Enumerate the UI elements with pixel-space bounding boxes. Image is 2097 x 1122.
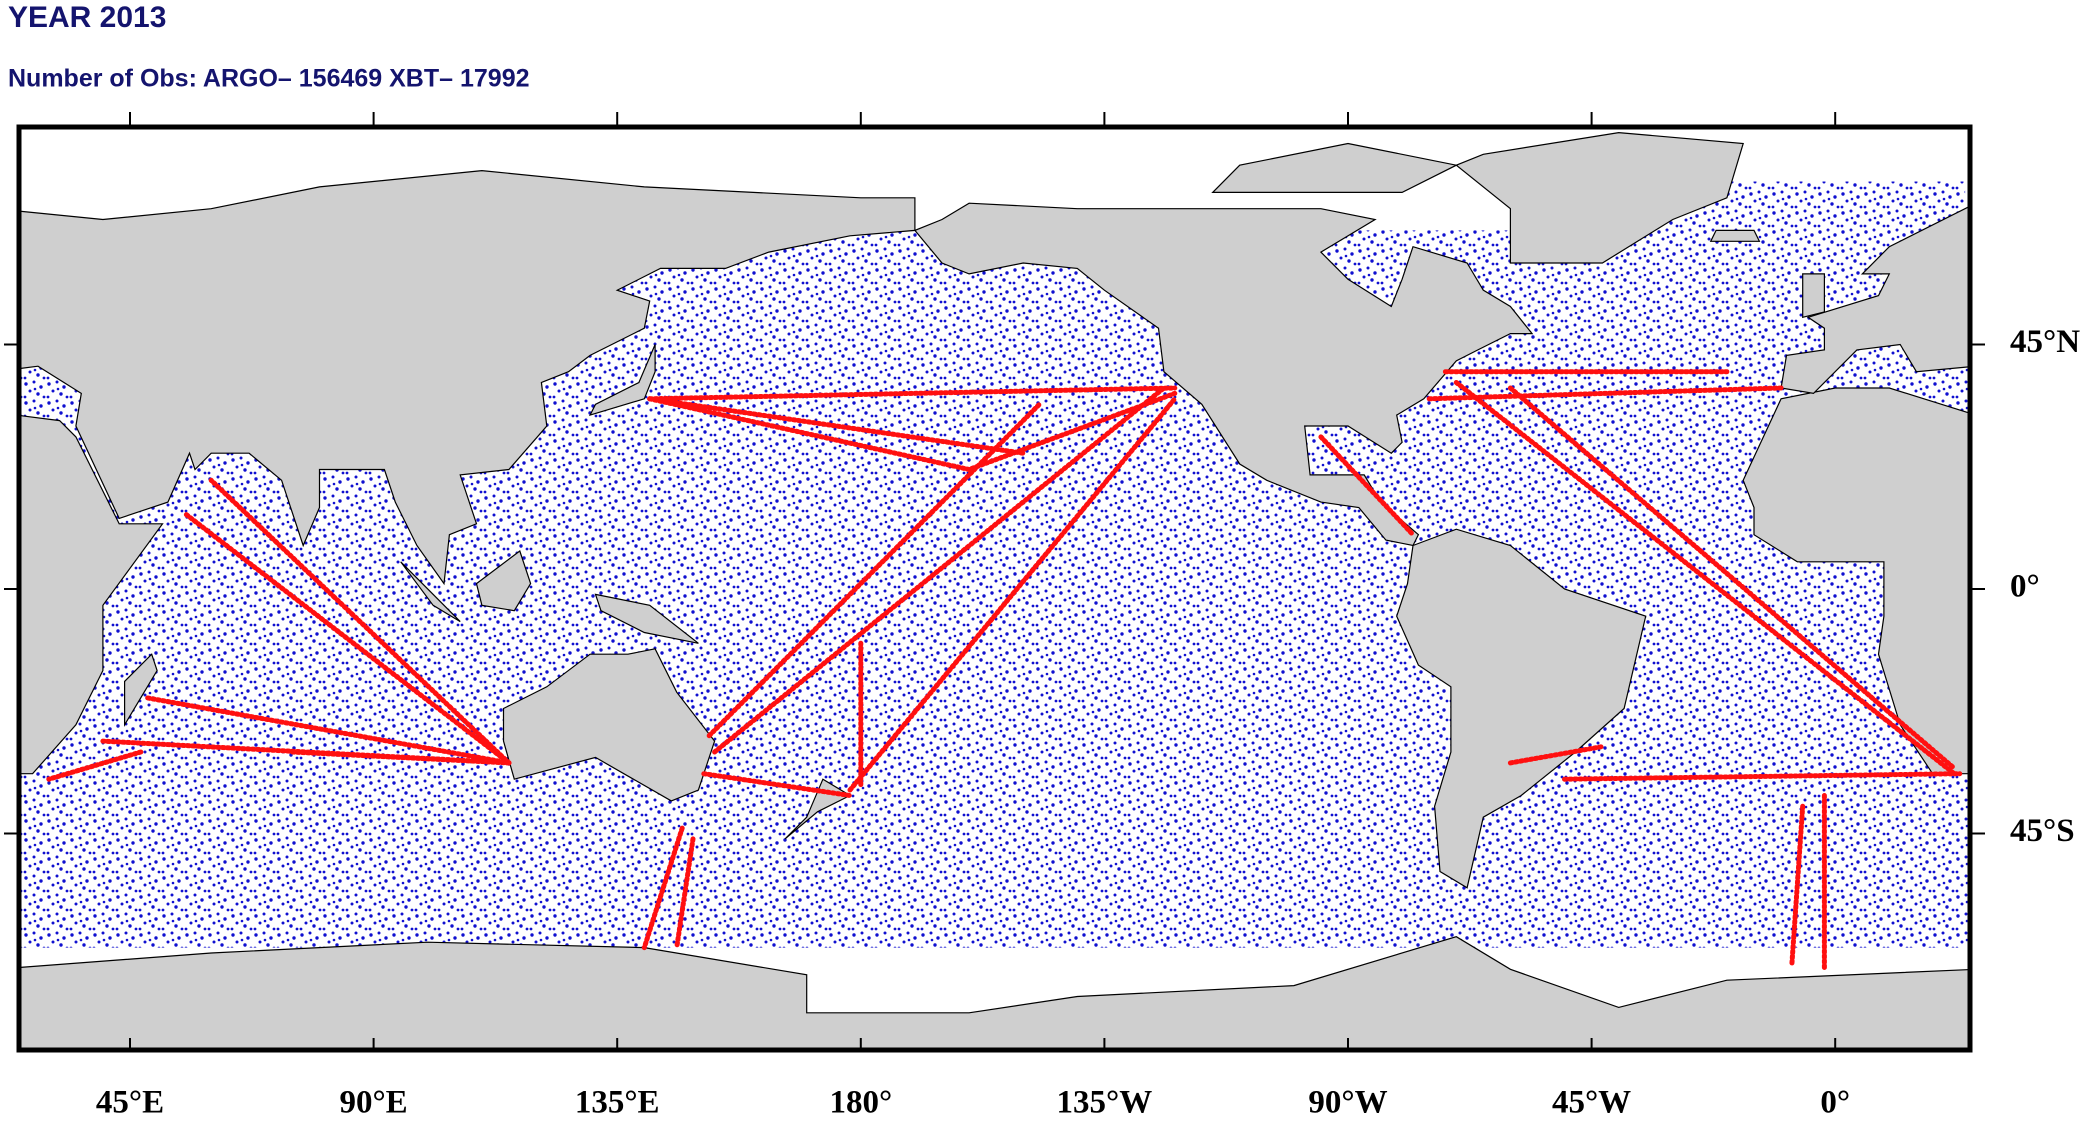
xbt-transect [641,825,685,951]
xbt-transect [647,385,1178,402]
xbt-transect [1453,380,1957,777]
xbt-transect [674,836,696,951]
xbt-transect [712,385,1167,755]
xbt-transect [1507,744,1605,766]
lon-label: 180° [829,1085,892,1121]
lon-label: 0° [1820,1085,1850,1121]
land [1455,131,1744,264]
xbt-transect [143,695,512,766]
xbt-transect [1507,385,1957,771]
xbt-transect [1562,771,1963,782]
land [400,561,461,623]
xbt-transect [706,401,1042,739]
land [594,593,699,644]
lon-label: 90°E [339,1085,407,1121]
land [1802,273,1826,319]
lat-label: 0° [2010,569,2040,605]
xbt-transect [289,749,512,766]
land [1780,205,1970,395]
land [19,414,164,775]
xbt-transect [181,510,512,766]
title: YEAR 2013 [8,1,166,34]
lat-label: 45°S [2010,813,2075,849]
land [1709,229,1761,242]
land [1396,528,1647,889]
subtitle: Number of Obs: ARGO– 156469 XBT– 17992 [8,65,530,93]
land [19,169,916,586]
lon-label: 135°W [1057,1085,1153,1121]
lon-label: 135°E [575,1085,660,1121]
xbt-transect [647,396,1026,456]
xbt-transect [46,749,144,782]
land [19,936,1970,1050]
xbt-transect [647,390,1178,473]
lon-label: 45°E [96,1085,164,1121]
xbt-transect [1789,803,1806,967]
lon-label: 90°W [1308,1085,1387,1121]
lon-label: 45°W [1552,1085,1631,1121]
land [913,202,1534,547]
xbt-transect [1318,434,1416,538]
land [1211,142,1459,193]
xbt-transect [847,396,1178,793]
xbt-transect [1426,385,1784,402]
xbt-transect [208,477,512,766]
land [588,344,656,417]
land [475,550,532,612]
land [123,653,158,727]
land [502,648,716,802]
map-area [19,127,1970,1050]
lat-label: 45°N [2010,324,2080,360]
xbt-transect [701,771,853,798]
